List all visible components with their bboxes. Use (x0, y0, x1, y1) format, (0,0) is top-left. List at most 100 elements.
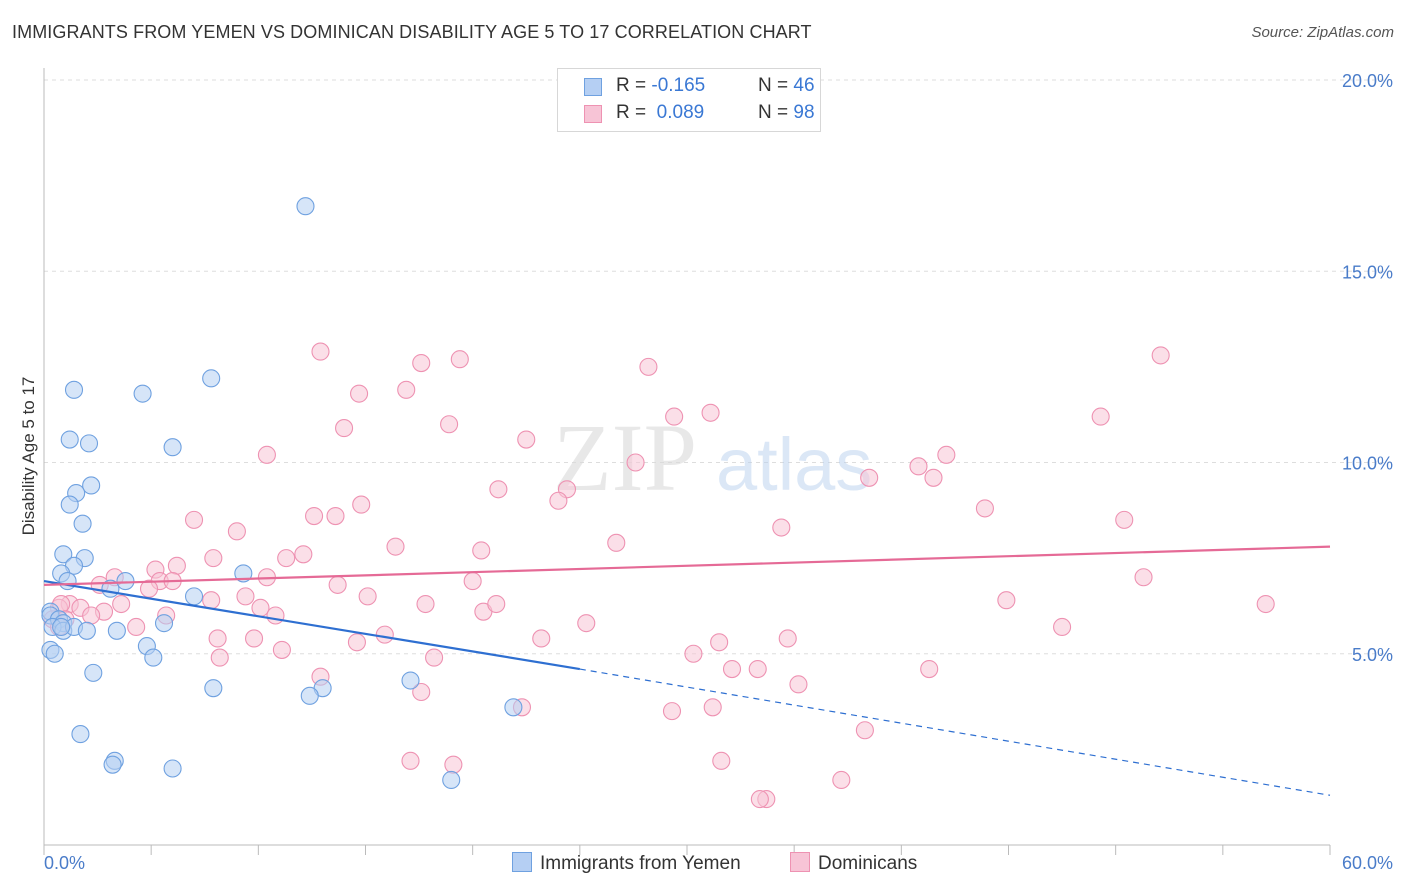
dominicans-point (347, 633, 366, 652)
dominicans-point (924, 468, 943, 487)
dominicans-point (975, 499, 994, 518)
dominicans-point (257, 445, 276, 464)
yemen-point (442, 770, 461, 790)
yemen-point (71, 725, 90, 744)
dominicans-point (244, 629, 264, 648)
dominicans-point (639, 357, 658, 376)
dominicans-point (375, 625, 394, 644)
legend-n-label: N = (758, 102, 794, 123)
yemen-point (103, 755, 122, 774)
chart-source: Source: ZipAtlas.com (1251, 24, 1394, 41)
dominicans-point (860, 468, 879, 487)
yemen-trend-line (43, 579, 581, 671)
dominicans-point (1256, 594, 1275, 614)
y-tick-labels: 5.0% 10.0% 15.0% 20.0% (1342, 71, 1393, 665)
dominicans-point (127, 617, 146, 637)
dominicans-point (352, 495, 371, 514)
dominicans-point (712, 751, 731, 770)
dominicans-point (748, 659, 767, 679)
y-tick-label: 10.0% (1342, 454, 1393, 474)
dominicans-point (82, 606, 101, 625)
dominicans-point (1151, 346, 1170, 365)
yemen-trend-line-extension (579, 668, 1331, 796)
dominicans-point (397, 380, 416, 399)
dominicans-point (277, 549, 296, 568)
yemen-point (82, 476, 101, 495)
dominicans-point (416, 594, 435, 614)
yemen-point (144, 648, 163, 667)
dominicans-point (184, 510, 204, 529)
dominicans-trend-line (43, 545, 1331, 586)
yemen-point (401, 671, 420, 690)
yemen-point (60, 495, 79, 514)
dominicans-point (386, 537, 405, 556)
dominicans-point (772, 518, 791, 537)
dominicans-point (701, 403, 720, 422)
dominicans-point (487, 594, 506, 614)
dominicans-point (412, 682, 431, 702)
x-tick-label-min: 0.0% (44, 853, 85, 873)
yemen-point (45, 644, 64, 663)
dominicans-point (444, 755, 463, 774)
bottom-legend-swatch-dominicans (790, 852, 810, 872)
dominicans-point (832, 770, 851, 790)
yemen-point (202, 369, 221, 388)
dominicans-point (463, 572, 482, 591)
y-tick-label: 5.0% (1352, 645, 1393, 665)
dominicans-point (202, 591, 221, 610)
yemen-point (60, 430, 79, 449)
yemen-point (77, 621, 96, 640)
legend-n-value: 98 (793, 102, 815, 123)
dominicans-point (311, 342, 330, 361)
correlation-legend: R = -0.165 N = 46 R = 0.089 N = 98 (557, 68, 821, 132)
yemen-point (184, 587, 204, 606)
dominicans-point (236, 587, 255, 606)
dominicans-point (328, 575, 347, 594)
dominicans-point (549, 491, 568, 510)
yemen-point (54, 545, 73, 564)
dominicans-point (305, 506, 324, 526)
dominicans-point (722, 659, 742, 679)
dominicans-point (684, 644, 703, 663)
dominicans-point (425, 648, 444, 667)
yemen-point (52, 617, 71, 637)
legend-r-value: 0.089 (651, 102, 705, 123)
dominicans-point (227, 522, 246, 541)
dominicans-point (210, 648, 229, 667)
dominicans-point (662, 702, 682, 721)
dominicans-point (204, 549, 223, 568)
dominicans-point (532, 629, 551, 648)
dominicans-point (358, 587, 377, 606)
dominicans-point (1115, 510, 1134, 529)
dominicans-point (112, 594, 131, 614)
dominicans-point (665, 407, 684, 426)
bottom-legend-label-dominicans: Dominicans (818, 853, 918, 874)
dominicans-point (909, 457, 928, 476)
dominicans-point (703, 698, 722, 717)
dominicans-point (335, 419, 354, 438)
series-yemen-points (41, 197, 523, 790)
dominicans-point (272, 640, 291, 659)
dominicans-point (489, 480, 508, 499)
yemen-point (154, 614, 174, 633)
legend-r-label: R = (616, 102, 652, 123)
yemen-point (163, 759, 182, 778)
dominicans-point (577, 614, 596, 633)
legend-n-label: N = (758, 75, 794, 96)
dominicans-point (750, 790, 769, 809)
legend-n-value: 46 (793, 75, 815, 96)
dominicans-point (937, 445, 956, 464)
dominicans-point (710, 633, 729, 652)
dominicans-point (1053, 617, 1072, 637)
dominicans-point (626, 453, 645, 472)
legend-r-label: R = (616, 75, 652, 96)
dominicans-point (450, 350, 469, 369)
yemen-point (84, 663, 103, 682)
legend-r-value: -0.165 (651, 75, 706, 96)
dominicans-point (412, 353, 431, 373)
y-axis-label: Disability Age 5 to 17 (19, 377, 38, 536)
bottom-legend-yemen: Immigrants from Yemen (512, 852, 741, 875)
dominicans-point (1134, 568, 1153, 587)
yemen-point (133, 384, 152, 403)
